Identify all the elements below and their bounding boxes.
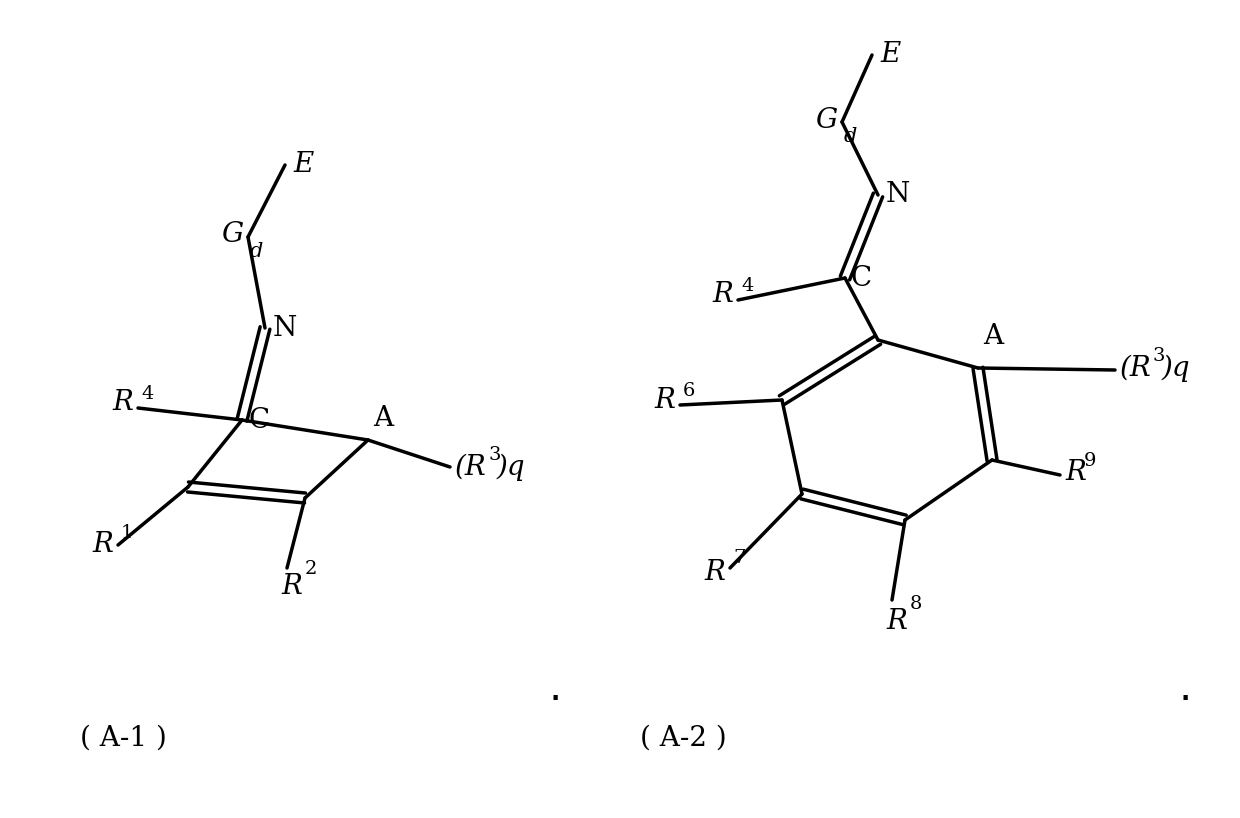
Text: )q: )q [496,453,525,481]
Text: .: . [1178,667,1192,709]
Text: E: E [293,151,314,178]
Text: E: E [880,42,900,69]
Text: 7: 7 [733,549,745,567]
Text: R: R [655,386,675,414]
Text: G: G [221,222,243,249]
Text: C: C [851,264,872,291]
Text: G: G [815,106,837,133]
Text: R: R [112,389,133,416]
Text: d: d [844,127,857,146]
Text: 2: 2 [305,560,317,578]
Text: 1: 1 [122,524,134,542]
Text: N: N [887,182,910,209]
Text: 4: 4 [742,277,754,295]
Text: A: A [373,405,393,432]
Text: N: N [273,314,298,341]
Text: (R: (R [455,453,487,480]
Text: 3: 3 [489,446,501,464]
Text: 6: 6 [683,382,696,400]
Text: R: R [887,608,908,635]
Text: R: R [1065,460,1086,487]
Text: R: R [281,573,303,600]
Text: A: A [983,323,1003,350]
Text: R: R [704,560,725,587]
Text: 4: 4 [141,385,154,403]
Text: (R: (R [1120,354,1152,381]
Text: R: R [92,532,113,559]
Text: .: . [548,667,562,709]
Text: ( A-2 ): ( A-2 ) [640,725,727,752]
Text: 9: 9 [1084,452,1096,470]
Text: ( A-1 ): ( A-1 ) [81,725,167,752]
Text: 3: 3 [1153,347,1166,365]
Text: R: R [712,281,733,308]
Text: )q: )q [1161,354,1189,382]
Text: 8: 8 [910,595,923,613]
Text: d: d [250,242,263,261]
Text: C: C [248,407,269,434]
